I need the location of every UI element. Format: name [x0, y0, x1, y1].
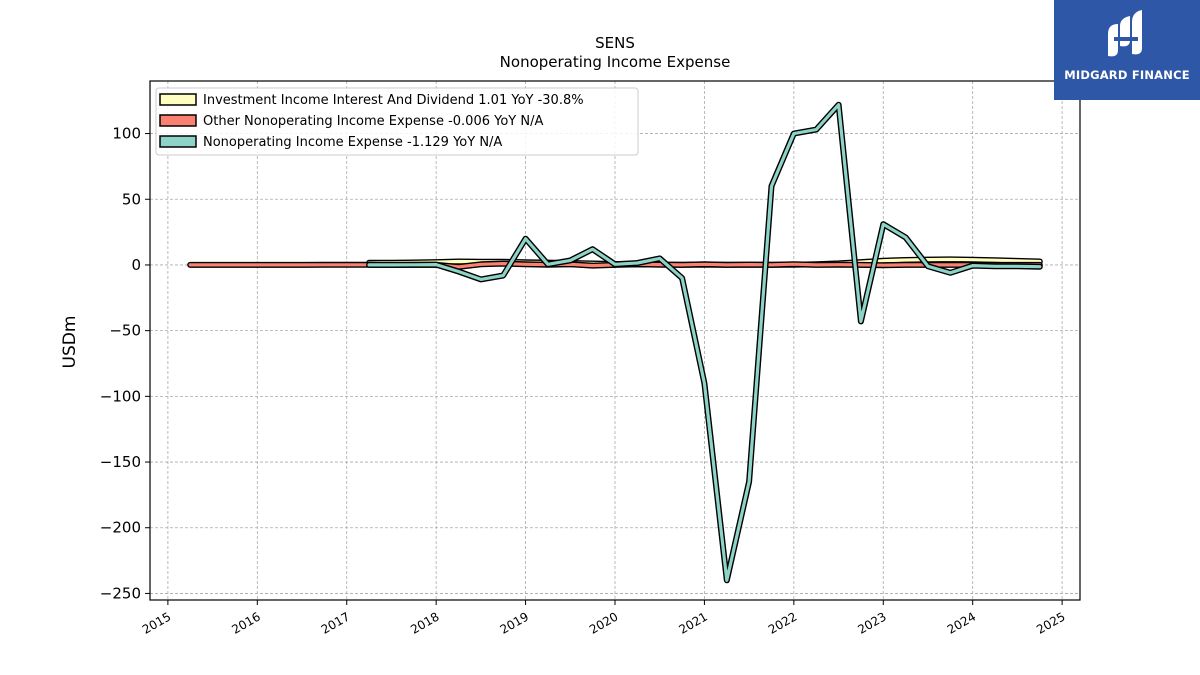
legend-swatch	[159, 93, 197, 106]
series-nonoperating-income-expense-yoy	[366, 101, 1043, 584]
x-tick-label: 2024	[945, 609, 978, 636]
legend-label: Nonoperating Income Expense -1.129 YoY N…	[203, 135, 502, 150]
x-tick-label: 2025	[1034, 609, 1067, 636]
y-tick-label: −200	[100, 519, 141, 537]
legend-label: Other Nonoperating Income Expense -0.006…	[203, 114, 543, 129]
brand-name: MIDGARD FINANCE	[1064, 68, 1190, 82]
x-tick-label: 2019	[498, 609, 531, 636]
legend-box	[155, 87, 639, 156]
x-tick-label: 2016	[229, 609, 262, 636]
grid-lines	[150, 81, 1080, 600]
chart-subtitle: Nonoperating Income Expense	[500, 53, 731, 71]
x-tick-label: 2022	[766, 609, 799, 636]
legend: Investment Income Interest And Dividend …	[155, 87, 639, 156]
y-tick-label: −50	[109, 322, 141, 340]
x-tick-label: 2017	[319, 609, 352, 636]
y-tick-label: 50	[122, 190, 141, 208]
x-tick-label: 2023	[855, 609, 888, 636]
chart-title: SENS	[595, 34, 635, 52]
x-axis: 2015 2016 2017 2018 2019 2020 2021 2022 2023 2024…	[140, 600, 1068, 637]
x-tick-label: 2020	[587, 609, 620, 636]
y-tick-label: 0	[131, 256, 141, 274]
brand-logo: MIDGARD FINANCE	[1054, 0, 1200, 100]
series-layer	[187, 101, 1043, 584]
x-tick-label: 2015	[140, 609, 173, 636]
legend-swatch	[159, 135, 197, 148]
legend-swatch	[159, 114, 197, 127]
y-tick-label: 100	[112, 125, 141, 143]
x-tick-label: 2021	[676, 609, 709, 636]
y-tick-label: −100	[100, 387, 141, 405]
midgard-logo-mark-icon	[1108, 10, 1142, 57]
y-tick-label: −250	[100, 584, 141, 602]
y-tick-label: −150	[100, 453, 141, 471]
y-axis-label: USDm	[60, 316, 80, 369]
x-tick-label: 2018	[408, 609, 441, 636]
y-axis: 100 50 0 −50 −100 −150 −200 −250	[100, 125, 150, 602]
legend-label: Investment Income Interest And Dividend …	[203, 93, 584, 108]
